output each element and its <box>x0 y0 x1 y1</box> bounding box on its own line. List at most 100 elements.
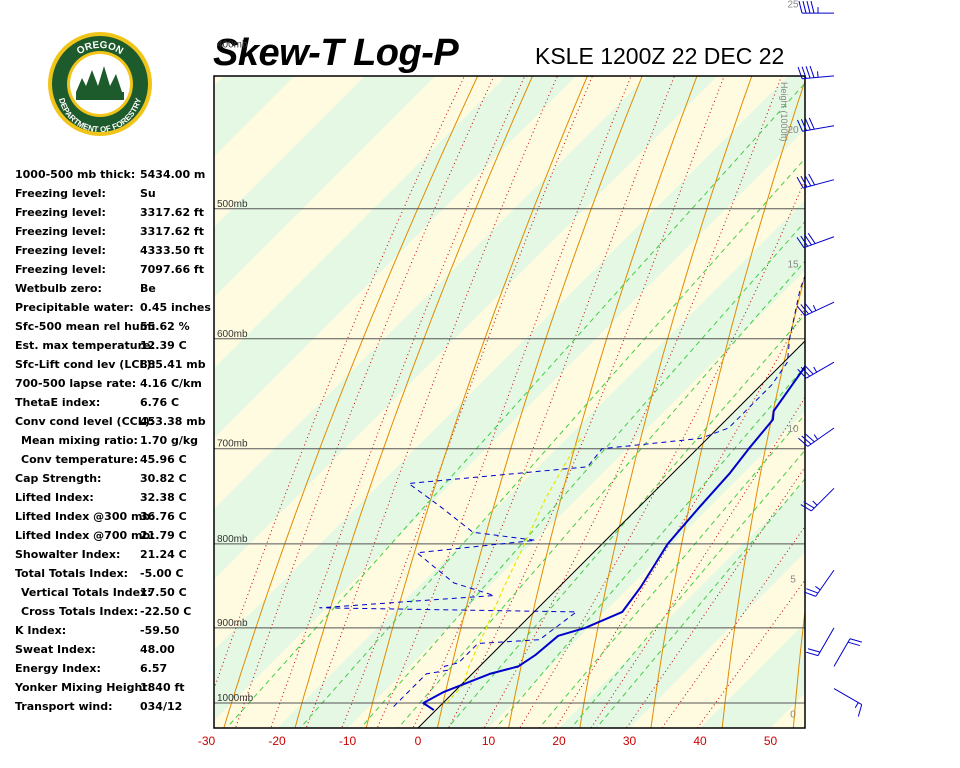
isotherm-band <box>214 76 788 650</box>
index-value: 4.16 C/km <box>140 377 202 390</box>
index-label: Freezing level: <box>15 187 106 200</box>
x-tick-label: -30 <box>198 734 216 748</box>
index-row: Freezing level: 3317.62 ft <box>15 225 215 244</box>
index-value: 30.82 C <box>140 472 187 485</box>
index-value: 36.76 C <box>140 510 187 523</box>
dry-adiabat <box>650 79 805 728</box>
isotherm-band <box>488 411 805 728</box>
index-row: K Index: -59.50 <box>15 624 215 643</box>
wind-barb <box>833 638 863 667</box>
x-tick-label: 0 <box>415 734 422 748</box>
wind-barb-staff <box>804 301 835 317</box>
index-row: Transport wind: 034/12 <box>15 700 215 719</box>
index-value: 21.24 C <box>140 548 187 561</box>
wind-barb-feather <box>800 504 812 512</box>
wind-barb-feather <box>800 304 810 315</box>
moist-adiabat <box>696 579 805 728</box>
wind-barb-half <box>815 585 821 591</box>
isobar-label: 400mb <box>217 40 248 51</box>
index-value: 3317.62 ft <box>140 225 204 238</box>
index-row: Sweat Index: 48.00 <box>15 643 215 662</box>
wind-barb-feather <box>808 173 816 186</box>
wind-barb <box>803 569 835 597</box>
isotherm-band <box>347 270 805 728</box>
index-row: Est. max temperature: 12.39 C <box>15 339 215 358</box>
wind-barb-feather <box>809 65 815 78</box>
wind-barb <box>796 233 835 249</box>
index-value: 48.00 <box>140 643 175 656</box>
index-label: Conv cond level (CCL): <box>15 415 155 428</box>
mixing-ratio-line <box>595 478 805 728</box>
stability-indices-table: 1000-500 mb thick: 5434.00 m Freezing leve… <box>15 168 215 719</box>
wind-barb-feather <box>796 305 806 317</box>
index-label: Vertical Totals Index: <box>21 586 152 599</box>
wind-barb-feather <box>800 235 809 247</box>
index-value: 12.39 C <box>140 339 187 352</box>
wind-barb <box>798 427 835 447</box>
x-tick-label: 40 <box>693 734 707 748</box>
index-row: Showalter Index: 21.24 C <box>15 548 215 567</box>
mixing-ratio-line <box>570 449 805 728</box>
temperature-profile <box>422 365 805 711</box>
index-value: Be <box>140 282 156 295</box>
index-label: Lifted Index @300 mb: <box>15 510 155 523</box>
index-value: -5.00 C <box>140 567 184 580</box>
index-value: Su <box>140 187 156 200</box>
wind-barb-feather <box>804 364 814 375</box>
index-label: Showalter Index: <box>15 548 121 561</box>
index-label: Sfc-Lift cond lev (LCL): <box>15 358 156 371</box>
isotherm-band <box>629 552 805 728</box>
wind-barb-half <box>813 434 819 440</box>
index-row: Freezing level: 7097.66 ft <box>15 263 215 282</box>
dry-adiabat <box>436 76 643 728</box>
wind-barb-feather <box>804 433 815 443</box>
wind-barb-feather <box>849 638 863 643</box>
wind-barb-feather <box>798 437 809 447</box>
index-label: Conv temperature: <box>21 453 139 466</box>
index-value: -22.50 C <box>140 605 192 618</box>
index-row: Lifted Index @700 mb: 21.79 C <box>15 529 215 548</box>
index-row: Yonker Mixing Height: 1840 ft <box>15 681 215 700</box>
index-label: Sfc-500 mean rel hum: <box>15 320 156 333</box>
wind-barb-feather <box>797 368 807 379</box>
wind-barb-staff <box>807 427 835 447</box>
wind-barb-staff <box>833 688 862 706</box>
index-value: 5434.00 m <box>140 168 206 181</box>
index-label: Wetbulb zero: <box>15 282 102 295</box>
height-axis-label: Height (1000ft) <box>779 82 789 142</box>
index-value: 1840 ft <box>140 681 185 694</box>
height-label: 0 <box>790 710 796 721</box>
wind-barb-half <box>812 305 817 311</box>
index-label: Cross Totals Index: <box>21 605 139 618</box>
index-value: 6.57 <box>140 662 168 675</box>
wind-barb-feather <box>804 174 812 187</box>
index-value: -59.50 <box>140 624 180 637</box>
index-label: Lifted Index @700 mb: <box>15 529 155 542</box>
x-tick-label: -10 <box>339 734 357 748</box>
mixing-ratio-line <box>495 365 805 728</box>
moist-adiabat <box>483 76 783 728</box>
wind-barb-half <box>813 366 818 373</box>
wind-barb-staff <box>802 179 835 189</box>
wind-barb-feather <box>804 118 811 131</box>
wind-barb <box>797 65 835 80</box>
wind-barb-feather <box>796 176 804 189</box>
isobar-label: 600mb <box>217 329 248 340</box>
x-tick-label: 20 <box>552 734 566 748</box>
mixing-ratio-line <box>447 313 805 728</box>
wind-barb-half <box>817 71 819 78</box>
mixing-ratio-line <box>225 82 805 728</box>
isobar-label: 800mb <box>217 534 248 545</box>
wind-barb-feather <box>807 648 821 653</box>
index-value: 3317.62 ft <box>140 206 204 219</box>
wind-barb-staff <box>806 361 835 379</box>
isotherm-band <box>214 129 805 728</box>
wind-barb-half <box>854 702 859 709</box>
wind-barb-feather <box>798 0 803 14</box>
index-row: Freezing level: Su <box>15 187 215 206</box>
index-label: Freezing level: <box>15 206 106 219</box>
index-label: Precipitable water: <box>15 301 134 314</box>
wind-barb-feather <box>805 651 819 657</box>
moist-adiabat <box>376 76 632 728</box>
